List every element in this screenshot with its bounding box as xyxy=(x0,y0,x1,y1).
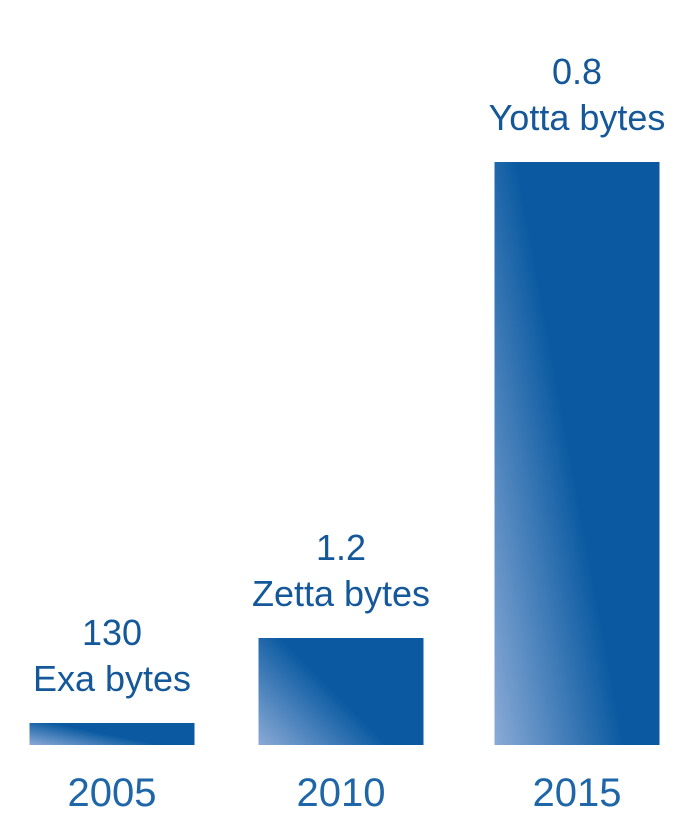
data-label-2005-line2: Exa bytes xyxy=(33,658,191,699)
data-label-2010-line2: Zetta bytes xyxy=(252,573,430,614)
bar-2015 xyxy=(494,162,660,745)
data-label-2015-line1: 0.8 xyxy=(552,51,602,92)
data-label-2010-line1: 1.2 xyxy=(316,527,366,568)
x-tick-label-2010: 2010 xyxy=(297,771,386,815)
x-tick-label-2015: 2015 xyxy=(533,771,622,815)
bars-layer xyxy=(29,162,660,745)
x-tick-label-2005: 2005 xyxy=(68,771,157,815)
x-tick-labels-layer: 2005 2010 2015 xyxy=(68,771,622,815)
data-label-2005-line1: 130 xyxy=(82,612,142,653)
bar-2005 xyxy=(29,723,195,745)
bar-2010 xyxy=(258,638,424,745)
data-label-2015-line2: Yotta bytes xyxy=(489,97,666,138)
data-labels-layer: 130 Exa bytes 1.2 Zetta bytes 0.8 Yotta bytes xyxy=(33,51,665,699)
